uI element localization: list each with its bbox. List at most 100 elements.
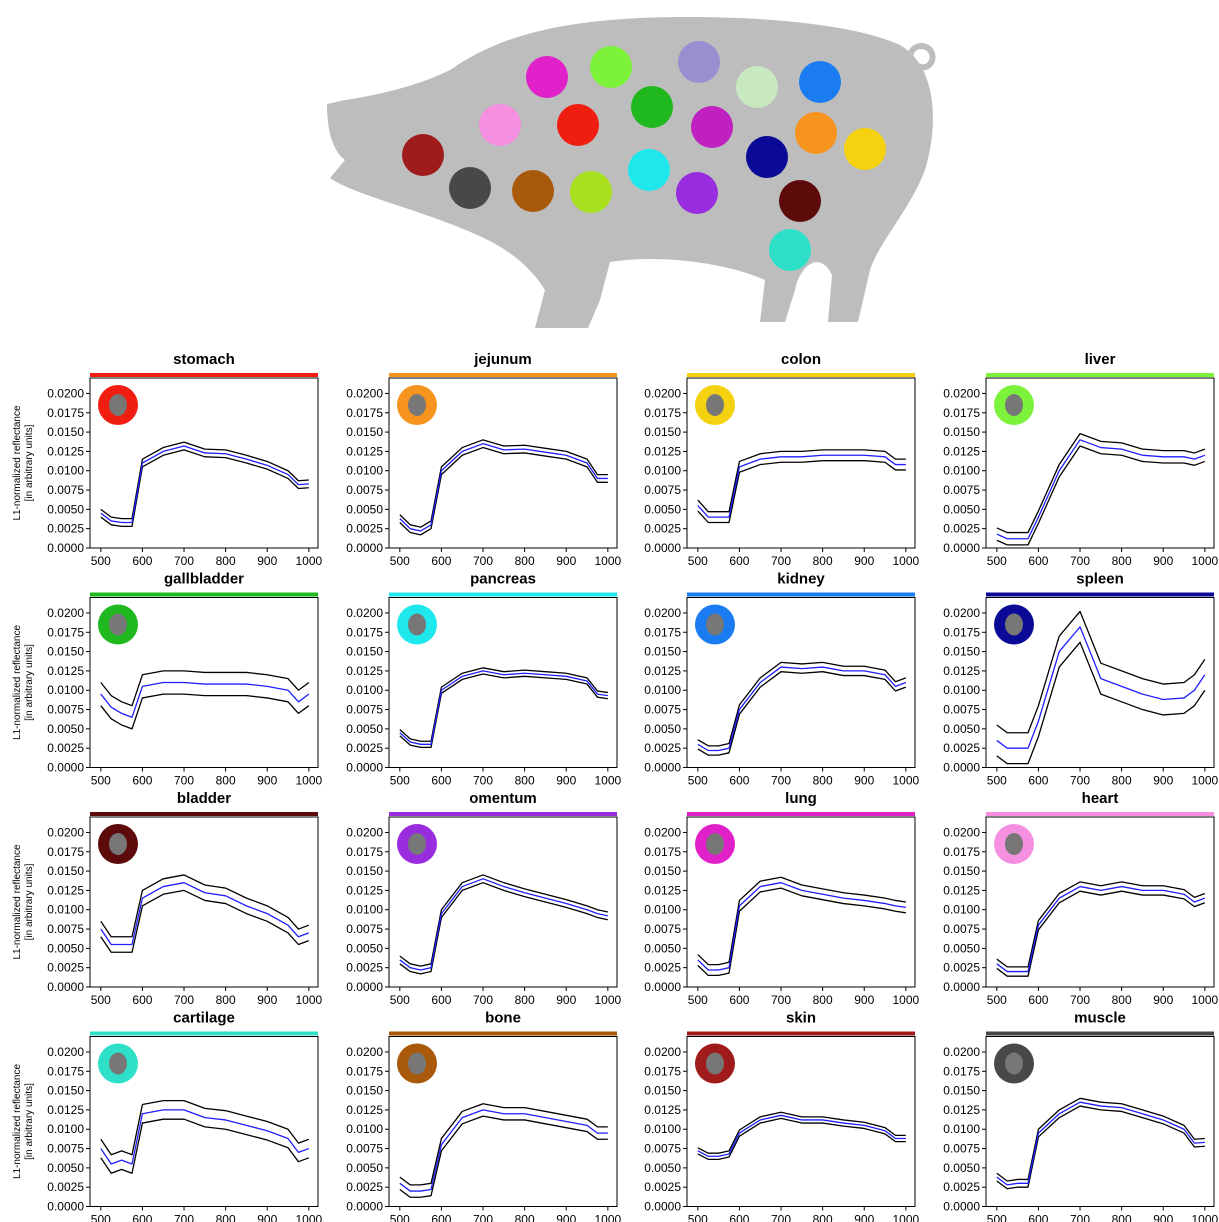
panel-title: muscle [1074,1010,1126,1027]
y-tick-label: 0.0125 [943,883,980,897]
y-tick-label: 0.0000 [47,761,84,775]
y-tick-label: 0.0125 [644,444,681,458]
y-tick-label: 0.0100 [346,464,383,478]
panel-title: colon [781,351,821,368]
series-line [996,439,1206,540]
y-tick-label: 0.0150 [644,864,681,878]
y-axis-label: L1-normalized reflectance [12,1064,23,1179]
series-line [697,1117,906,1161]
y-tick-label: 0.0075 [346,1142,383,1156]
y-tick-label: 0.0050 [346,502,383,516]
y-tick-label: 0.0200 [47,825,84,839]
y-tick-label: 0.0025 [346,522,383,536]
x-tick-label: 600 [431,774,451,788]
series-line [996,1097,1205,1182]
y-tick-label: 0.0000 [47,980,84,994]
y-tick-label: 0.0150 [346,425,383,439]
series-line [399,1109,608,1192]
x-tick-label: 1000 [594,554,621,568]
x-tick-label: 600 [1028,774,1048,788]
y-tick-label: 0.0100 [943,464,980,478]
series-line [697,882,906,971]
y-tick-label: 0.0100 [644,1122,681,1136]
x-tick-label: 800 [1112,993,1132,1007]
icon [479,104,521,146]
y-tick-label: 0.0050 [346,1161,383,1175]
series-line [100,445,309,524]
organ-icon-shape [109,833,127,855]
y-tick-label: 0.0125 [943,664,980,678]
x-tick-label: 600 [431,1213,451,1222]
x-tick-label: 700 [771,1213,791,1222]
x-tick-label: 900 [854,554,874,568]
icon [526,56,568,98]
y-tick-label: 0.0075 [47,922,84,936]
title-bar [90,592,318,597]
icon [557,104,599,146]
y-tick-label: 0.0125 [47,664,84,678]
y-tick-label: 0.0000 [644,980,681,994]
series-line [399,1103,608,1186]
panel-title: kidney [777,571,825,588]
y-tick-label: 0.0125 [644,883,681,897]
y-tick-label: 0.0050 [47,1161,84,1175]
y-tick-label: 0.0075 [943,922,980,936]
icon [736,66,778,108]
plot-frame [686,816,916,988]
y-tick-label: 0.0200 [346,825,383,839]
y-tick-label: 0.0125 [943,1103,980,1117]
series-line [100,670,310,707]
y-tick-label: 0.0000 [943,1200,980,1214]
x-tick-label: 600 [729,554,749,568]
title-bar [90,373,318,377]
x-tick-label: 500 [91,1213,111,1222]
y-tick-label: 0.0100 [943,903,980,917]
x-tick-label: 600 [132,554,152,568]
icon [799,61,841,103]
y-tick-label: 0.0025 [346,741,383,755]
y-tick-label: 0.0000 [346,1200,383,1214]
x-tick-label: 600 [132,1213,152,1222]
x-tick-label: 500 [987,993,1007,1007]
y-axis-label: [in arbitrary units] [24,424,35,501]
y-tick-label: 0.0000 [644,1200,681,1214]
series-line [399,1115,608,1198]
organ-icon-shape [1005,1052,1023,1075]
y-tick-label: 0.0000 [943,541,980,555]
title-bar [389,373,617,377]
series-line [697,1111,906,1154]
series-line [697,666,907,752]
x-tick-label: 900 [257,993,277,1007]
x-tick-label: 700 [1070,993,1090,1007]
x-tick-label: 1000 [594,1213,621,1222]
x-tick-label: 500 [390,1213,410,1222]
panel: lung 0.0000 0.0025 0.0050 0.0075 0.0100 0.0125… [644,790,919,1007]
organ-icon-shape [109,394,127,416]
series-line [996,641,1206,765]
y-axis-label: [in arbitrary units] [24,1083,35,1160]
y-tick-label: 0.0150 [346,1084,383,1098]
series-line [100,693,310,730]
y-tick-label: 0.0050 [47,722,84,736]
x-tick-label: 900 [257,1213,277,1222]
y-tick-label: 0.0175 [47,625,84,639]
icon [691,106,733,148]
organ-icon-shape [408,394,426,416]
panel-title: gallbladder [164,571,244,588]
y-tick-label: 0.0000 [346,541,383,555]
organ-icon-shape [706,613,724,636]
panel-title: liver [1085,351,1116,368]
x-tick-label: 600 [729,993,749,1007]
x-tick-label: 700 [473,1213,493,1222]
y-tick-label: 0.0050 [346,941,383,955]
series-line [996,881,1206,968]
y-tick-label: 0.0000 [943,761,980,775]
x-tick-label: 700 [473,993,493,1007]
panel: skin 0.0000 0.0025 0.0050 0.0075 0.0100 0.0125… [644,1010,919,1222]
x-tick-label: 900 [854,1213,874,1222]
x-tick-label: 500 [390,993,410,1007]
y-tick-label: 0.0150 [644,645,681,659]
y-tick-label: 0.0025 [47,961,84,975]
plot-frame [985,816,1215,988]
